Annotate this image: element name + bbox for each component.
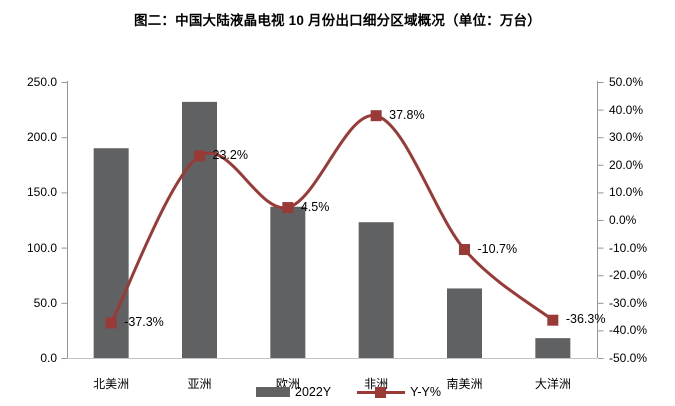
category-label-大洋洲: 大洋洲 [534,377,571,391]
line-marker-大洋洲 [547,314,559,326]
legend-bar-swatch [256,387,290,397]
left-axis-tick-label: 200.0 [26,130,57,145]
right-axis-tick-label: 40.0% [609,102,644,117]
bar-欧洲 [270,206,306,358]
legend-line-label: Y-Y% [410,385,441,399]
line-marker-非洲 [370,110,382,122]
category-label-南美洲: 南美洲 [446,377,483,391]
line-marker-南美洲 [459,244,470,256]
data-label-北美洲: -37.3% [124,314,164,329]
right-axis-tick-label: -10.0% [609,240,648,255]
data-label-南美洲: -10.7% [477,241,518,256]
right-axis-tick-label: -50.0% [609,351,648,365]
right-axis-tick-label: 10.0% [609,185,644,200]
data-label-非洲: 37.8% [389,107,425,122]
legend-bar-label: 2022Y [295,385,332,399]
category-label-北美洲: 北美洲 [93,377,130,391]
left-axis-tick-label: 250.0 [26,75,57,89]
left-axis-tick-label: 0.0 [40,351,57,365]
left-axis-tick-label: 50.0 [33,295,57,310]
data-label-亚洲: 23.2% [212,147,248,162]
bar-亚洲 [182,101,217,358]
line-marker-欧洲 [282,202,294,214]
right-axis-tick-label: -40.0% [609,323,648,338]
legend-line-marker [375,386,387,398]
right-axis-tick-label: 30.0% [609,130,644,145]
right-axis-tick-label: -20.0% [609,268,648,283]
bar-南美洲 [447,288,482,358]
bar-大洋洲 [535,338,571,358]
right-axis-tick-label: 50.0% [609,75,644,89]
chart-title: 图二：中国大陆液晶电视 10 月份出口细分区域概况（单位：万台） [134,13,541,28]
left-axis-tick-label: 100.0 [26,240,57,255]
right-axis-tick-label: 0.0% [609,213,637,227]
left-axis-tick-label: 150.0 [26,185,57,200]
legend-line-swatch [357,386,406,398]
category-label-亚洲: 亚洲 [187,377,212,391]
line-marker-亚洲 [194,150,205,162]
bar-非洲 [358,222,394,358]
legend: 2022Y Y-Y% [256,384,441,400]
data-label-欧洲: 4.5% [300,199,330,214]
right-axis-tick-label: -30.0% [609,295,648,310]
data-label-大洋洲: -36.3% [565,312,606,327]
right-axis-tick-label: 20.0% [609,157,644,172]
line-marker-北美洲 [105,317,117,329]
